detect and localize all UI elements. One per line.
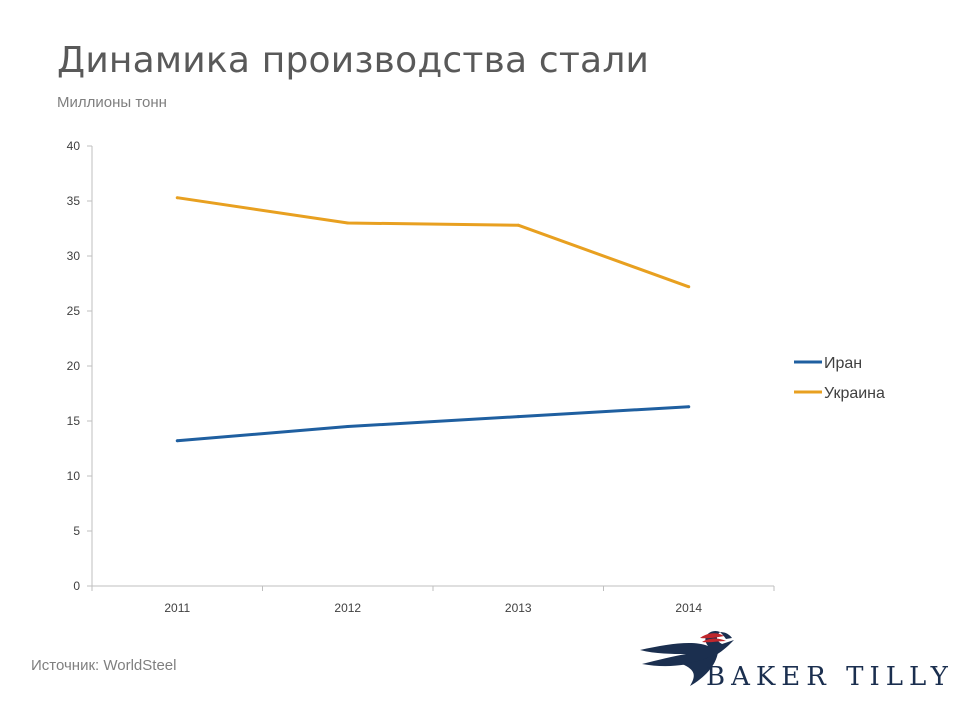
y-tick-label: 0 (73, 579, 80, 593)
data-point (346, 221, 350, 225)
series-line-1 (177, 405, 689, 443)
data-point (516, 223, 520, 227)
y-tick-label: 20 (67, 359, 81, 373)
data-point (175, 196, 179, 200)
chart-title: Динамика производства стали (57, 40, 650, 81)
chart-axes: 0 5 10 15 20 25 30 35 40 2011 2012 2013 2014 (67, 139, 775, 615)
baker-tilly-bird-logo-icon (640, 630, 734, 686)
data-point (687, 405, 691, 409)
data-point (687, 285, 691, 289)
series-line-2 (177, 196, 690, 289)
data-point (346, 425, 350, 428)
source-note: Источник: WorldSteel (31, 657, 177, 674)
x-tick-label: 2014 (675, 601, 702, 615)
x-tick-label: 2012 (334, 601, 361, 615)
y-tick-label: 15 (67, 414, 81, 428)
chart-series (175, 196, 691, 443)
y-tick-label: 10 (67, 469, 81, 483)
data-point (175, 439, 179, 443)
x-tick-label: 2011 (164, 601, 190, 615)
legend-label: Украина (824, 385, 885, 402)
x-tick-label: 2013 (505, 601, 532, 615)
y-tick-label: 35 (67, 194, 81, 208)
y-tick-label: 40 (67, 139, 81, 153)
y-tick-label: 5 (73, 524, 80, 538)
data-point (516, 415, 520, 419)
chart-subtitle: Миллионы тонн (57, 94, 167, 111)
y-tick-label: 30 (67, 249, 81, 263)
y-tick-label: 25 (67, 304, 81, 318)
legend-label: Иран (824, 355, 862, 372)
chart-legend: Иран Украина (794, 355, 885, 402)
logo-text: BAKER TILLY (706, 662, 954, 692)
